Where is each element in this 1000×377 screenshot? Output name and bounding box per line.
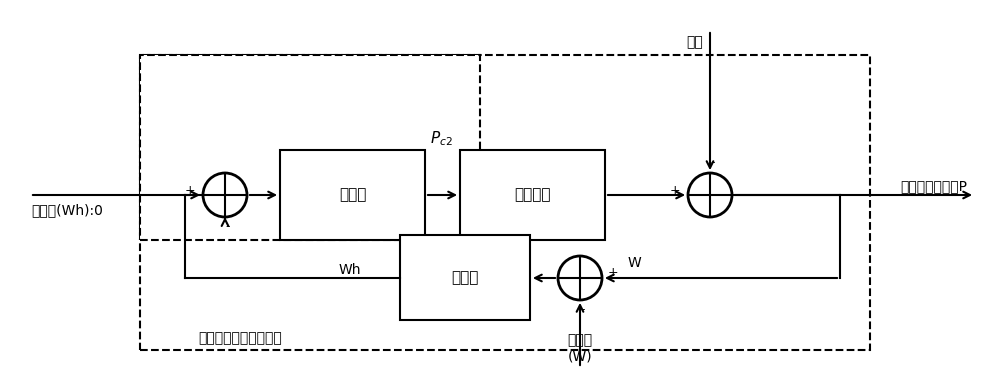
Text: -: - xyxy=(226,221,230,233)
Bar xyxy=(400,235,530,320)
Text: Wh: Wh xyxy=(339,263,361,277)
Bar xyxy=(460,150,605,240)
Text: 并网点有功功率P: 并网点有功功率P xyxy=(900,179,967,193)
Bar xyxy=(140,55,870,350)
Text: W: W xyxy=(627,256,641,270)
Circle shape xyxy=(558,256,602,300)
Text: 设定值
(W): 设定值 (W) xyxy=(567,333,593,363)
Text: +: + xyxy=(608,267,619,279)
Text: 实时能量平衡控制模块: 实时能量平衡控制模块 xyxy=(198,331,282,345)
Text: 控制器: 控制器 xyxy=(339,187,366,202)
Text: $P_{c2}$: $P_{c2}$ xyxy=(430,129,453,148)
Text: 积分器: 积分器 xyxy=(451,270,479,285)
Text: -: - xyxy=(581,303,585,317)
Bar xyxy=(280,150,425,240)
Text: 发电单元: 发电单元 xyxy=(514,187,551,202)
Circle shape xyxy=(203,173,247,217)
Text: +: + xyxy=(669,184,680,196)
Text: -: - xyxy=(711,156,715,170)
Text: 设定值(Wh):0: 设定值(Wh):0 xyxy=(31,203,103,217)
Text: 负载: 负载 xyxy=(687,35,703,49)
Text: +: + xyxy=(184,184,195,196)
Bar xyxy=(140,55,480,240)
Circle shape xyxy=(688,173,732,217)
